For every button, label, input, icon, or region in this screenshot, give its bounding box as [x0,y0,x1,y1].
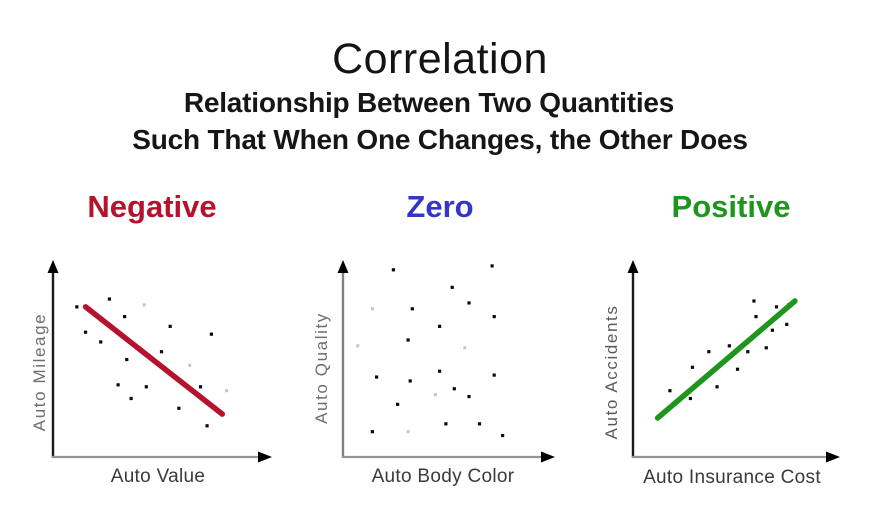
zero-scatter-chart [337,260,555,463]
scatter-dot [205,424,209,428]
positive-scatter-chart [627,260,840,463]
subtitle-line-1: Relationship Between Two Quantities [183,87,675,118]
scatter-dot [735,367,740,371]
scatter-dot [370,430,374,434]
page-title: Correlation [332,35,548,83]
scatter-dot [452,387,456,391]
scatter-dot [168,324,172,328]
scatter-dot [690,365,695,369]
scatter-dot [83,330,88,334]
y-axis-arrow-icon [337,260,349,273]
scatter-dot [492,315,496,319]
scatter-dot [450,285,454,289]
scatter-dot [107,297,112,301]
scatter-dot [209,332,214,336]
scatter-dot-faint [225,389,229,393]
scatter-dot [688,396,692,401]
scatter-dot [764,346,768,350]
positive-x-axis-label: Auto Insurance Cost [643,467,821,488]
negative-scatter-chart [47,260,272,463]
scatter-dot-faint [463,346,467,350]
zero-y-axis-label: Auto Quality [312,312,331,424]
negative-x-axis-label: Auto Value [110,466,206,487]
scatter-dot [125,357,129,362]
scatter-dot [410,307,414,311]
scatter-dot [492,373,496,377]
scatter-dot [668,389,672,393]
scatter-dot [774,305,779,309]
scatter-dot-faint [356,344,360,348]
scatter-dot [408,379,412,383]
scatter-dot-faint [406,430,410,434]
scatter-dot-faint [188,363,192,367]
negative-correlation-label: Negative [87,189,217,224]
scatter-dot [198,385,203,389]
positive-correlation-label: Positive [671,189,791,224]
scatter-dot [406,338,410,342]
x-axis-arrow-icon [541,451,555,463]
scatter-dot [177,406,181,410]
scatter-dot [746,350,750,354]
scatter-dot [75,305,79,309]
scatter-dot [501,433,505,438]
trend-line [654,298,798,421]
scatter-dot [467,394,471,399]
scatter-dot [477,422,482,426]
trend-line [82,304,226,417]
y-axis-arrow-icon [47,260,59,273]
scatter-dot [116,383,120,387]
zero-correlation-label: Zero [406,189,474,224]
scatter-dot [144,385,148,389]
scatter-dot [754,315,758,319]
scatter-dot [396,402,400,406]
x-axis-arrow-icon [826,451,840,463]
scatter-dot [438,369,442,373]
scatter-dot [785,322,789,326]
scatter-dot [770,328,774,332]
scatter-dot-faint [433,393,437,397]
scatter-dot [715,385,719,389]
scatter-dot-faint [142,303,146,307]
subtitle-line-2: Such That When One Changes, the Other Do… [132,124,748,155]
scatter-dot [99,340,103,344]
scatter-dot [727,344,731,348]
negative-y-axis-label: Auto Mileage [30,312,49,432]
scatter-dot [129,396,133,401]
scatter-dot [391,268,395,272]
x-axis-arrow-icon [258,451,272,463]
scatter-dot [159,350,164,354]
scatter-dot [490,264,494,268]
scatter-dot [444,422,448,426]
scatter-dot [752,299,756,303]
zero-x-axis-label: Auto Body Color [371,466,515,487]
positive-y-axis-label: Auto Accidents [602,304,621,440]
scatter-dot-faint [370,307,374,311]
scatter-dot [467,301,471,305]
scatter-dot [438,324,442,328]
scatter-dot [375,375,379,379]
scatter-dot [123,315,127,319]
scatter-dot [707,350,711,354]
y-axis-arrow-icon [627,260,639,273]
